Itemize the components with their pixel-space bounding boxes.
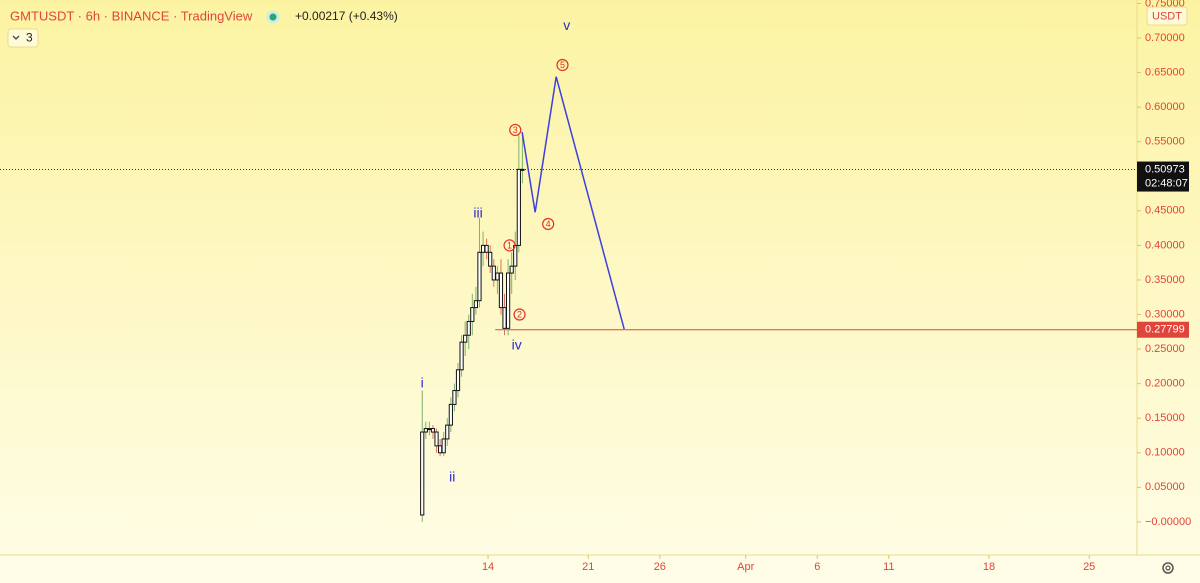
y-tick-label: 0.20000 [1145, 378, 1185, 390]
candle-body [420, 431, 425, 516]
y-tick-label: 0.45000 [1145, 205, 1185, 217]
candle-body [477, 251, 482, 302]
candle-body [455, 369, 461, 392]
candle-body [516, 168, 521, 246]
point-circle [513, 308, 526, 321]
candle-body [509, 265, 514, 274]
candle-body [488, 251, 493, 267]
x-tick-label: 18 [983, 561, 995, 573]
candle-body [434, 431, 439, 447]
currency-select[interactable] [1146, 6, 1188, 26]
level-label: 0.27799 [1145, 324, 1185, 336]
y-tick-label: 0.25000 [1145, 343, 1185, 355]
x-tick-label: 26 [654, 561, 666, 573]
wave-label: iv [512, 336, 522, 352]
y-tick-label: 0.60000 [1145, 101, 1185, 113]
candle-body [473, 300, 478, 309]
point-label: 2 [517, 309, 522, 319]
y-tick-label: 0.75000 [1145, 0, 1185, 9]
candle-body [495, 272, 500, 281]
candle-body [502, 307, 507, 329]
candle-body [520, 168, 525, 171]
candle-body [448, 403, 453, 426]
y-tick-label: 0.35000 [1145, 274, 1185, 286]
projection-line [521, 76, 625, 330]
wave-label: v [563, 17, 570, 33]
x-tick-label: 14 [482, 561, 494, 573]
candle-body [466, 320, 471, 336]
y-tick-label: 0.15000 [1145, 412, 1185, 424]
y-tick-label: 0.55000 [1145, 136, 1185, 148]
x-tick-label: 25 [1083, 561, 1095, 573]
last-price-label: 0.50973 [1145, 163, 1185, 175]
chevron-icon [12, 35, 20, 40]
last-price-badge [1137, 161, 1189, 192]
plot [0, 76, 1137, 522]
candle-body [441, 438, 446, 454]
price-change: +0.00217 (+0.43%) [295, 9, 398, 23]
wave-label: i [421, 374, 424, 390]
x-tick-label: 11 [883, 561, 894, 573]
indicator-toggle[interactable] [7, 28, 39, 48]
candle-body [445, 424, 450, 440]
gear-ring [1162, 562, 1174, 574]
x-tick-label: 21 [582, 561, 594, 573]
wave-label: ii [449, 468, 455, 484]
y-tick-label: 0.40000 [1145, 239, 1185, 251]
x-tick-label: 6 [814, 561, 820, 573]
point-circle [542, 217, 555, 231]
countdown-label: 02:48:07 [1145, 177, 1188, 189]
x-tick-label: Apr [737, 561, 754, 573]
point-circle [556, 58, 569, 72]
candle-body [506, 272, 511, 329]
candle-body [430, 428, 436, 433]
point-label: 1 [507, 240, 512, 250]
point-label: 3 [513, 125, 518, 135]
candle-body [423, 428, 428, 433]
y-tick-label: 0.70000 [1145, 32, 1185, 44]
y-tick-label: 0.10000 [1145, 447, 1185, 459]
candle-body [470, 307, 475, 322]
wave-label: iii [473, 204, 482, 220]
candle-body [480, 244, 486, 253]
chart-title: GMTUSDT · 6h · BINANCE · TradingView [10, 8, 253, 23]
candle-body [427, 428, 432, 431]
point-circle [509, 123, 522, 137]
candle-body [498, 272, 504, 309]
point-label: 5 [560, 60, 565, 70]
candle-body [452, 390, 457, 405]
y-tick-label: 0.05000 [1145, 481, 1185, 493]
indicator-count: 3 [26, 31, 33, 45]
gear-hub [1165, 565, 1171, 571]
y-tick-label: −0.00000 [1145, 516, 1191, 528]
settings-icon[interactable] [1162, 562, 1174, 574]
currency-label: USDT [1152, 10, 1182, 22]
candle-body [463, 334, 468, 343]
level-badge [1137, 321, 1189, 338]
candle-body [484, 244, 489, 253]
status-dot [266, 10, 280, 24]
point-label: 4 [546, 219, 551, 229]
y-tick-label: 0.30000 [1145, 308, 1185, 320]
point-circle [503, 239, 516, 252]
candle-body [459, 341, 464, 371]
candle-body [491, 265, 496, 281]
y-tick-label: 0.65000 [1145, 66, 1185, 78]
candle-body [438, 445, 443, 454]
